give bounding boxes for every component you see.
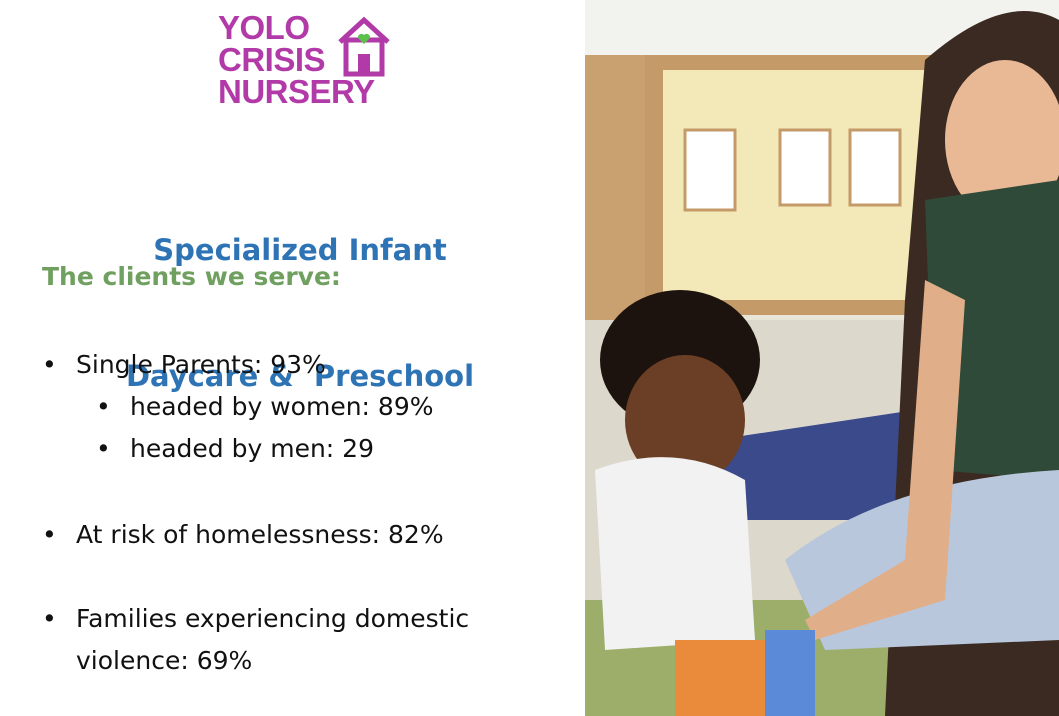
bullet-text: Families experiencing domestic violence:…	[76, 604, 470, 675]
text-panel: YOLO CRISIS NURSERY Specialized Infant D…	[0, 0, 585, 716]
logo-line: CRISIS	[218, 41, 326, 78]
bullet: Families experiencing domestic violence:…	[42, 598, 542, 682]
bullet-text: At risk of homelessness: 82%	[76, 520, 444, 549]
sub-bullet: headed by men: 29	[42, 428, 542, 470]
logo-house	[338, 16, 390, 77]
logo-line: NURSERY	[218, 73, 375, 110]
title-line: Specialized Infant	[153, 233, 447, 267]
bullet: At risk of homelessness: 82%	[42, 514, 542, 556]
bullet-text: Single Parents: 93%	[76, 350, 326, 379]
sub-bullet: headed by women: 89%	[42, 386, 542, 428]
logo-line: YOLO	[218, 9, 310, 46]
heading: The clients we serve:	[42, 262, 341, 291]
bullet: Single Parents: 93% headed by women: 89%…	[42, 344, 542, 470]
photo	[585, 0, 1059, 716]
logo: YOLO CRISIS NURSERY	[218, 9, 398, 110]
